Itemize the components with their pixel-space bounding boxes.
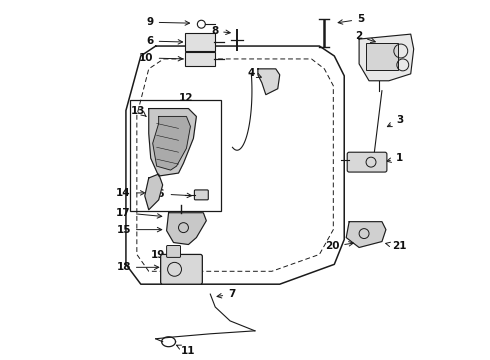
FancyBboxPatch shape xyxy=(161,255,202,284)
Polygon shape xyxy=(359,34,414,81)
Text: 9: 9 xyxy=(147,17,190,27)
Text: 7: 7 xyxy=(217,289,236,299)
Text: 20: 20 xyxy=(325,242,353,252)
Text: 10: 10 xyxy=(139,53,183,63)
Text: 3: 3 xyxy=(388,116,403,127)
Text: 19: 19 xyxy=(151,251,172,260)
Text: 8: 8 xyxy=(211,26,230,36)
Polygon shape xyxy=(153,117,191,170)
Text: 2: 2 xyxy=(355,31,375,42)
Text: 13: 13 xyxy=(131,105,146,116)
Text: 18: 18 xyxy=(117,262,159,272)
Text: 15: 15 xyxy=(117,225,162,235)
FancyBboxPatch shape xyxy=(185,52,215,66)
Text: 11: 11 xyxy=(176,345,195,356)
Text: 12: 12 xyxy=(178,93,193,103)
Text: 4: 4 xyxy=(247,68,261,78)
Polygon shape xyxy=(346,222,386,247)
Text: 14: 14 xyxy=(116,188,145,198)
FancyBboxPatch shape xyxy=(195,190,208,200)
FancyBboxPatch shape xyxy=(347,152,387,172)
Polygon shape xyxy=(167,213,206,244)
Text: 21: 21 xyxy=(386,242,406,252)
Polygon shape xyxy=(149,109,196,176)
FancyBboxPatch shape xyxy=(366,43,398,70)
FancyBboxPatch shape xyxy=(167,246,180,257)
Polygon shape xyxy=(258,69,280,95)
Text: 6: 6 xyxy=(147,36,183,46)
Text: 1: 1 xyxy=(387,153,403,163)
FancyBboxPatch shape xyxy=(185,33,215,51)
Polygon shape xyxy=(145,174,163,210)
Text: 5: 5 xyxy=(338,14,365,24)
Text: 16: 16 xyxy=(151,189,192,199)
Text: 17: 17 xyxy=(116,208,162,218)
